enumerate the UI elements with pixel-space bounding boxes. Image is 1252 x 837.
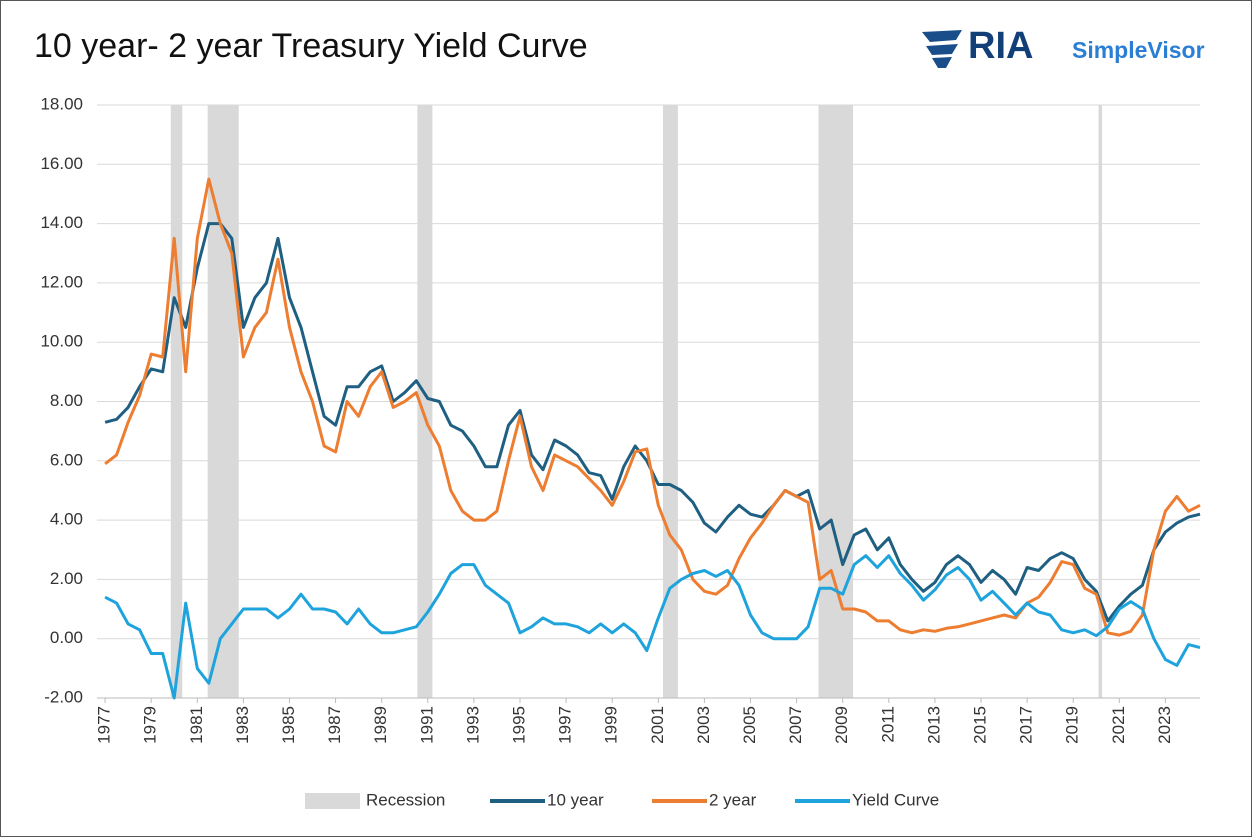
y-tick-label: 0.00 — [50, 628, 83, 647]
x-tick-label: 2013 — [924, 706, 943, 744]
brand: RIA — [968, 25, 1033, 67]
y-tick-label: 4.00 — [50, 510, 83, 529]
legend-swatch — [305, 793, 360, 809]
x-tick-label: 2015 — [970, 706, 989, 744]
y-tick-label: 6.00 — [50, 450, 83, 469]
x-tick-label: 2003 — [694, 706, 713, 744]
legend-label: Yield Curve — [852, 790, 939, 809]
x-tick-label: 1995 — [509, 706, 528, 744]
x-tick-label: 1991 — [417, 706, 436, 744]
x-tick-label: 2007 — [786, 706, 805, 744]
recession-band — [662, 105, 678, 698]
x-tick-label: 2001 — [648, 706, 667, 744]
x-tick-label: 1993 — [463, 706, 482, 744]
x-tick-label: 1981 — [187, 706, 206, 744]
y-tick-label: 18.00 — [40, 94, 83, 113]
x-tick-label: 1985 — [279, 706, 298, 744]
x-tick-label: 1997 — [556, 706, 575, 744]
x-tick-label: 1999 — [602, 706, 621, 744]
y-tick-label: 14.00 — [40, 213, 83, 232]
recession-band — [207, 105, 239, 698]
series-line — [104, 554, 1201, 700]
recession-band — [818, 105, 854, 698]
x-tick-label: 2011 — [878, 706, 897, 743]
x-tick-label: 1977 — [95, 706, 114, 744]
recession-band — [170, 105, 183, 698]
logo-icon — [922, 30, 962, 68]
brand-sub: SimpleVisor — [1072, 37, 1205, 63]
x-tick-label: 2021 — [1109, 706, 1128, 744]
chart-title: 10 year- 2 year Treasury Yield Curve — [34, 27, 588, 65]
series-line — [104, 177, 1201, 637]
x-tick-label: 2009 — [832, 706, 851, 744]
y-tick-label: 12.00 — [40, 272, 83, 291]
y-tick-label: -2.00 — [44, 687, 83, 706]
x-tick-label: 1983 — [233, 706, 252, 744]
x-tick-label: 1987 — [325, 706, 344, 744]
x-tick-label: 2019 — [1063, 706, 1082, 744]
y-tick-label: 10.00 — [40, 332, 83, 351]
y-tick-label: 2.00 — [50, 569, 83, 588]
x-tick-label: 1979 — [141, 706, 160, 744]
x-tick-label: 2017 — [1017, 706, 1036, 744]
legend-label: 2 year — [709, 790, 757, 809]
recession-band — [1098, 105, 1103, 698]
x-tick-label: 1989 — [371, 706, 390, 744]
x-tick-label: 2023 — [1155, 706, 1174, 744]
recession-band — [417, 105, 433, 698]
x-tick-label: 2005 — [740, 706, 759, 744]
y-tick-label: 8.00 — [50, 391, 83, 410]
y-tick-label: 16.00 — [40, 154, 83, 173]
legend-label: 10 year — [547, 790, 604, 809]
legend-label: Recession — [366, 790, 445, 809]
